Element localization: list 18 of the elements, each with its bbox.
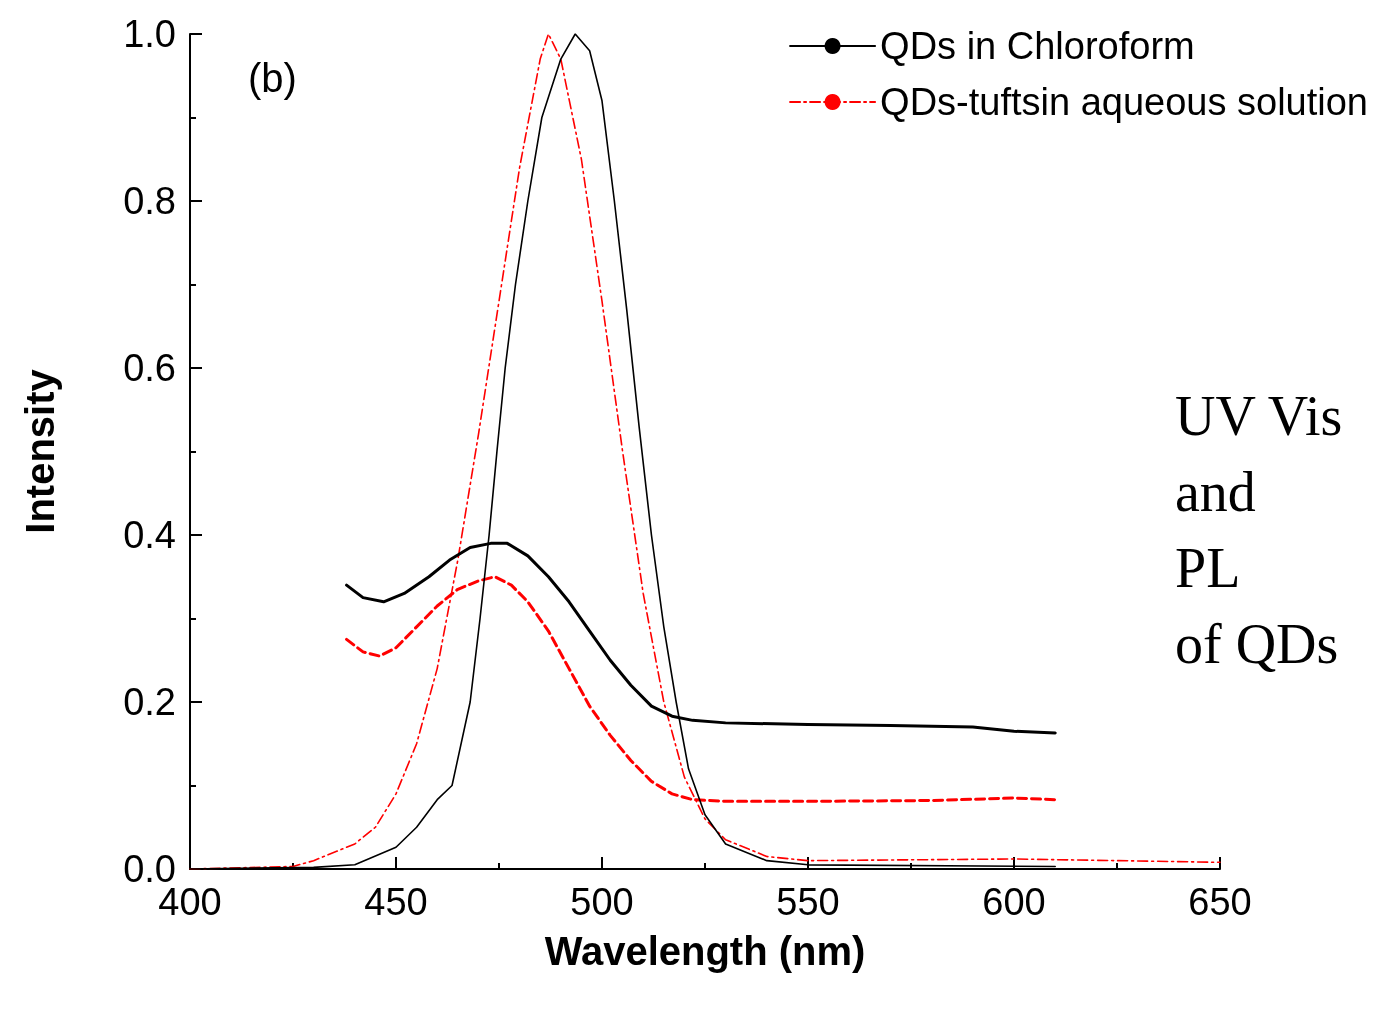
- y-tick-label: 0.6: [123, 347, 176, 389]
- line-series: [345, 575, 1057, 803]
- y-tick-label: 0.2: [123, 681, 176, 723]
- x-tick-label: 550: [776, 881, 840, 923]
- x-tick-label: 500: [570, 881, 634, 923]
- y-axis-title: Intensity: [18, 368, 62, 534]
- x-tick-label: 400: [158, 881, 222, 923]
- x-axis-title: Wavelength (nm): [544, 929, 866, 973]
- x-tick-label: 650: [1188, 881, 1252, 923]
- annotation: UV Vis and PL of QDs: [1175, 385, 1343, 675]
- x-tick-label: 600: [982, 881, 1046, 923]
- annotation: (b): [248, 56, 297, 100]
- y-tick-label: 1.0: [123, 13, 176, 55]
- legend-label: QDs in Chloroform: [880, 25, 1195, 67]
- y-tick-label: 0.4: [123, 514, 176, 556]
- y-tick-label: 0.8: [123, 180, 176, 222]
- legend-label: QDs-tuftsin aqueous solution: [880, 81, 1368, 123]
- x-tick-label: 450: [364, 881, 428, 923]
